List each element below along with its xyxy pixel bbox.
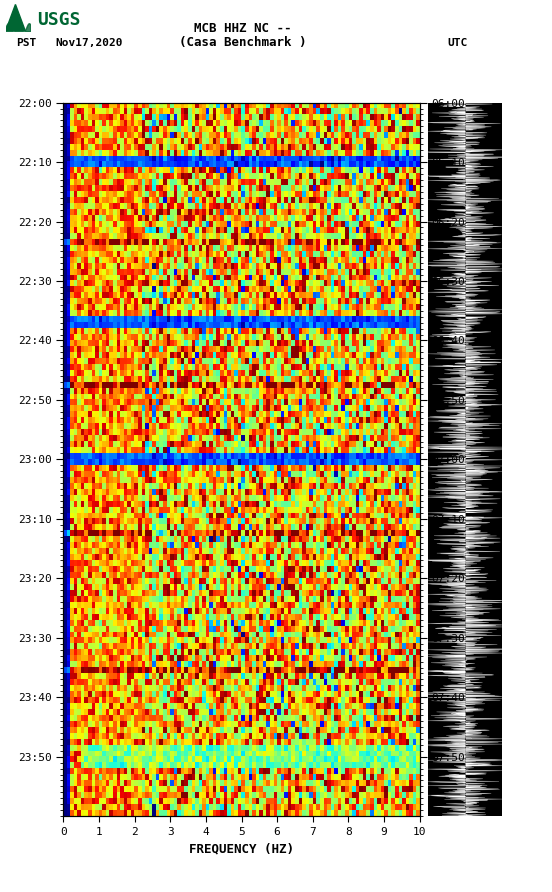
Text: (Casa Benchmark ): (Casa Benchmark ) [179, 37, 306, 49]
Text: Nov17,2020: Nov17,2020 [55, 37, 123, 48]
Polygon shape [6, 4, 25, 31]
Text: MCB HHZ NC --: MCB HHZ NC -- [194, 22, 291, 35]
Text: UTC: UTC [447, 37, 468, 48]
Text: PST: PST [17, 37, 37, 48]
X-axis label: FREQUENCY (HZ): FREQUENCY (HZ) [189, 842, 294, 855]
Text: USGS: USGS [38, 11, 81, 29]
